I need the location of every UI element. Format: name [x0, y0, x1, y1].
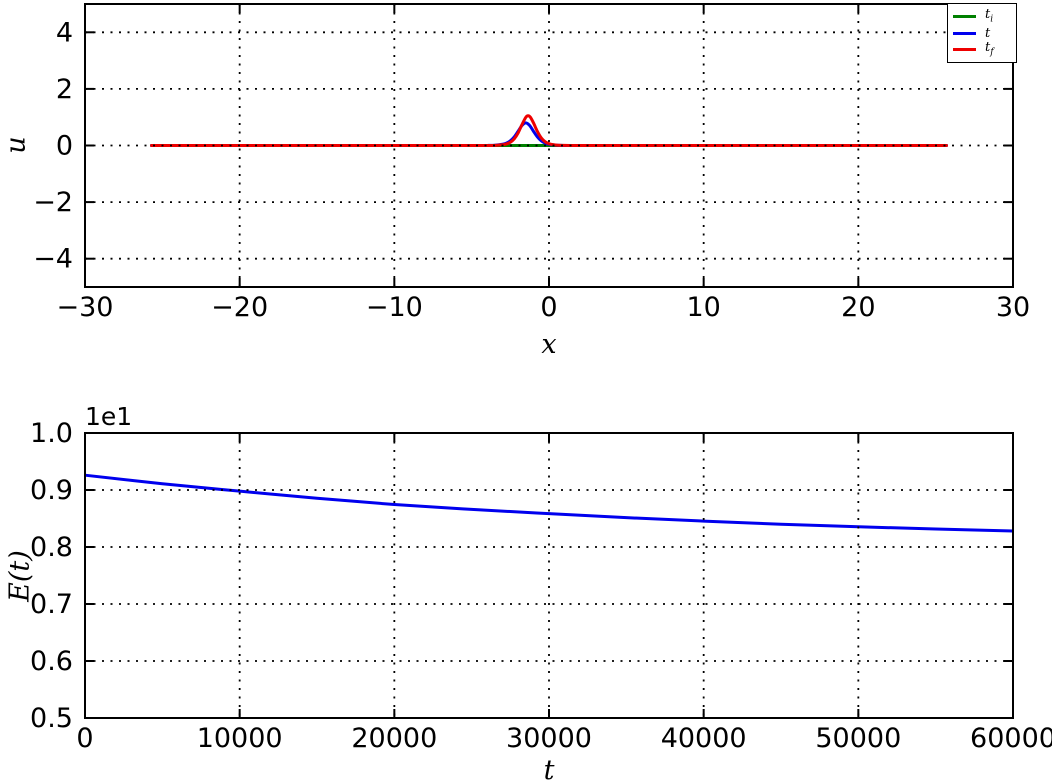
y-tick-label: −4 [33, 244, 73, 275]
x-tick-label: 0 [540, 292, 557, 323]
x-tick-label: 20000 [351, 723, 437, 754]
x-tick-label: 10 [686, 292, 720, 323]
x-tick-label: 50000 [815, 723, 901, 754]
y-tick-label: 0.6 [30, 646, 73, 677]
top-xlabel-x: x [541, 329, 557, 360]
axes-frame [84, 3, 1014, 288]
legend-box: ti t tf [947, 3, 1017, 63]
y-tick-label: −2 [33, 187, 73, 218]
y-tick-label: 0.5 [30, 703, 73, 734]
legend-entry-t-f: tf [953, 41, 1011, 58]
bottom-ylabel-Et: E(t) [4, 550, 36, 602]
axes-frame [84, 432, 1014, 719]
legend-label: tf [985, 40, 994, 59]
curve-e-t- [84, 473, 1014, 533]
x-tick-label: 60000 [970, 723, 1052, 754]
x-tick-label: −20 [211, 292, 268, 323]
x-tick-label: 10000 [197, 723, 283, 754]
subplot-bottom-E-vs-t: 0 10000 20000 30000 40000 50000 60000 0.5 0.6 0.7… [30, 418, 1052, 754]
x-tick-label: 30 [996, 292, 1030, 323]
legend-line-swatch [953, 31, 976, 35]
legend-entry-t: t [953, 27, 1011, 40]
x-tick-label: 30000 [506, 723, 592, 754]
legend-label: ti [985, 6, 994, 25]
legend-line-swatch [953, 48, 976, 52]
bottom-xlabel-t: t [543, 755, 555, 784]
y-tick-label: 4 [56, 17, 73, 48]
x-tick-label: 0 [76, 723, 93, 754]
y-tick-label: 2 [56, 74, 73, 105]
legend-entry-t-i: ti [953, 8, 1011, 25]
top-ylabel-u: u [0, 136, 32, 154]
x-tick-label: 20 [841, 292, 875, 323]
y-axis-offset-text: 1e1 [85, 402, 133, 431]
y-tick-label: 0.7 [30, 589, 73, 620]
y-tick-label: 1.0 [30, 418, 73, 449]
x-tick-label: −10 [366, 292, 423, 323]
y-tick-label: 0.9 [30, 475, 73, 506]
x-tick-label: −30 [57, 292, 114, 323]
y-tick-label: 0 [56, 131, 73, 162]
y-tick-label: 0.8 [30, 532, 73, 563]
legend-line-swatch [953, 14, 976, 18]
x-tick-label: 40000 [661, 723, 747, 754]
legend-label: t [985, 25, 991, 41]
